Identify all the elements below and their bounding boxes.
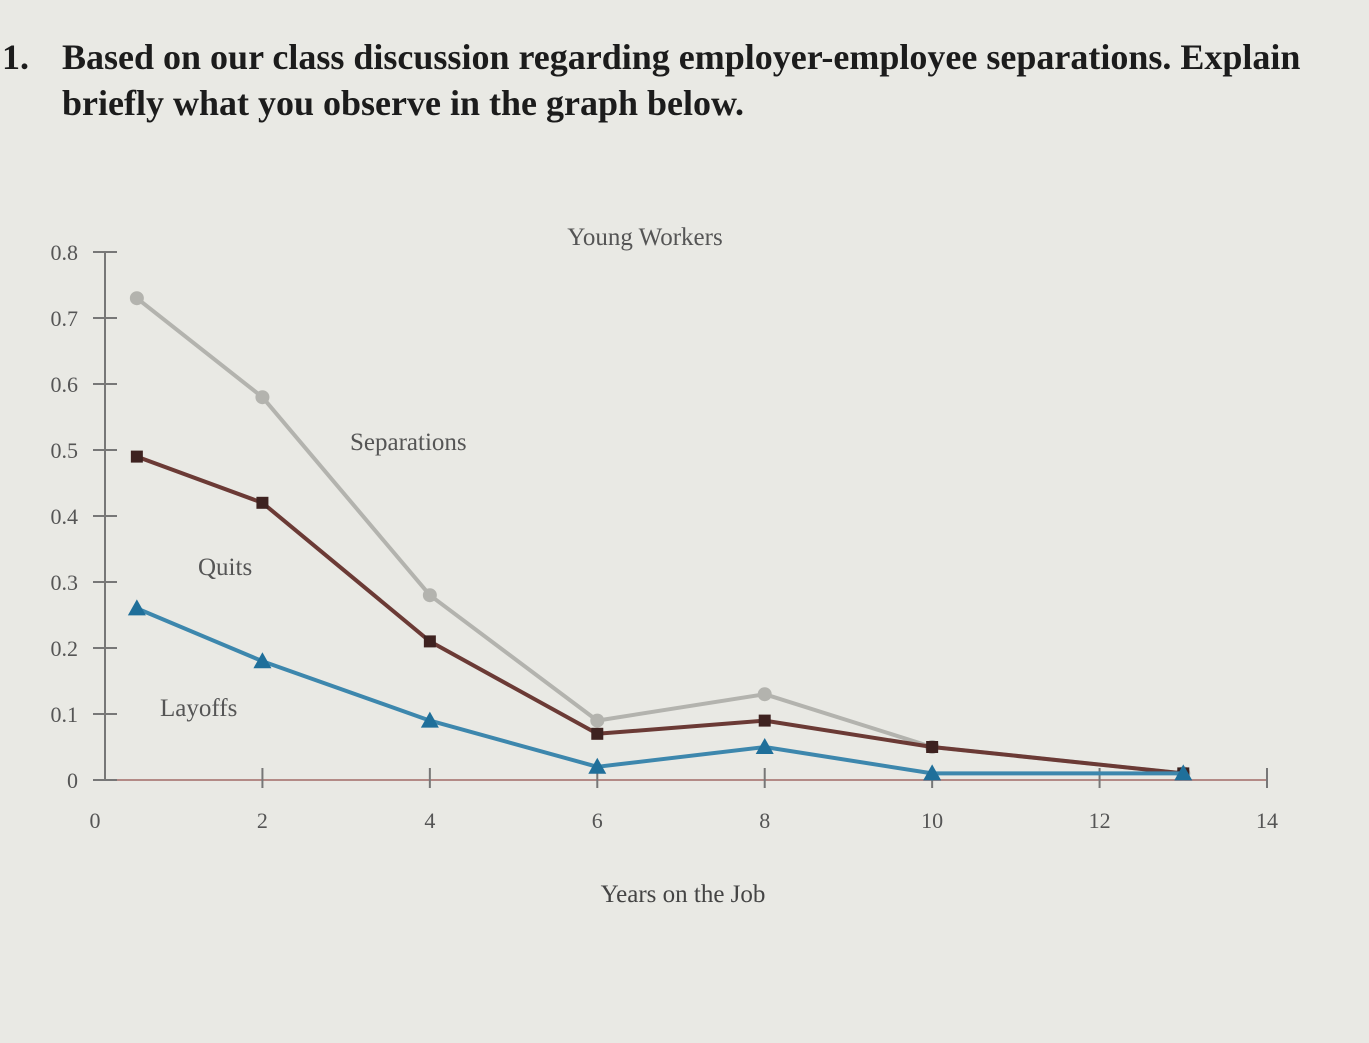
axes: 0 0.1 0.2 0.3 0.4 0.5 0.6 0.7 0.8 0 2 4 6 8 10 12 14 <box>51 240 1279 833</box>
data-point-separations <box>590 713 605 728</box>
series-label-quits: Quits <box>198 554 252 581</box>
data-point-separations <box>422 588 437 603</box>
x-axis-label: Years on the Job <box>601 881 766 908</box>
data-point-quits <box>256 496 269 509</box>
data-point-quits <box>758 714 771 727</box>
y-tick-label: 0.1 <box>51 702 79 727</box>
question-text: Based on our class discussion regarding … <box>62 37 1301 123</box>
x-tick-label: 6 <box>592 808 603 833</box>
y-tick-label: 0 <box>67 768 78 793</box>
y-tick-label: 0.6 <box>51 372 79 397</box>
x-tick-label: 12 <box>1089 808 1111 833</box>
data-point-separations <box>255 390 270 405</box>
data-point-quits <box>423 635 436 648</box>
question-number: 1. <box>2 37 29 77</box>
series-separations <box>129 291 1191 781</box>
x-tick-label: 8 <box>759 808 770 833</box>
data-point-layoffs <box>127 599 146 616</box>
data-point-separations <box>757 687 772 702</box>
data-point-layoffs <box>923 764 942 781</box>
y-tick-label: 0.3 <box>51 570 79 595</box>
series-labels: Separations Quits Layoffs <box>160 429 467 722</box>
x-tick-label: 4 <box>424 808 435 833</box>
x-tick-label: 0 <box>90 808 101 833</box>
y-tick-label: 0.4 <box>51 504 79 529</box>
data-point-layoffs <box>420 711 439 728</box>
data-point-quits <box>591 727 604 740</box>
x-tick-label: 2 <box>257 808 268 833</box>
y-tick-label: 0.8 <box>51 240 79 265</box>
data-point-quits <box>926 741 939 753</box>
data-point-quits <box>130 450 143 463</box>
series-label-layoffs: Layoffs <box>160 695 237 722</box>
data-point-separations <box>129 291 144 306</box>
series-layoffs <box>127 599 1193 781</box>
series-layer <box>127 291 1193 781</box>
series-quits <box>130 450 1190 780</box>
data-point-layoffs <box>253 652 272 669</box>
series-line-layoffs <box>136 606 1184 776</box>
data-point-layoffs <box>755 738 774 754</box>
chart-title: Young Workers <box>567 224 722 251</box>
data-point-layoffs <box>1174 764 1193 781</box>
data-point-layoffs <box>588 757 607 774</box>
y-tick-label: 0.2 <box>51 636 79 661</box>
series-line-separations <box>135 296 1184 776</box>
series-label-separations: Separations <box>350 429 467 456</box>
y-tick-label: 0.7 <box>51 306 79 331</box>
x-tick-label: 14 <box>1256 808 1278 833</box>
series-line-quits <box>136 454 1184 776</box>
y-tick-label: 0.5 <box>51 438 79 463</box>
x-tick-label: 10 <box>921 808 943 833</box>
